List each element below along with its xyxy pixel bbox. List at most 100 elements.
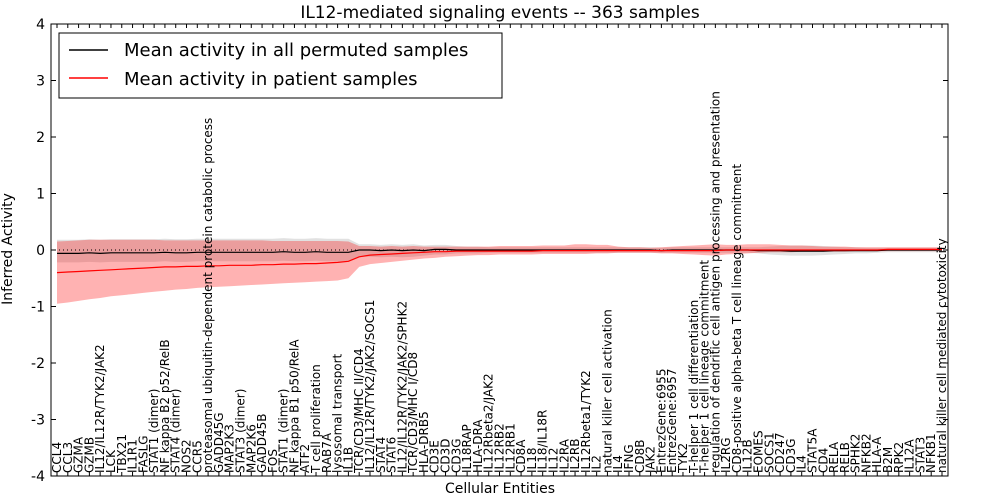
x-category-label: IL12/IL12R/TYK2/JAK2/SPHK2: [395, 301, 409, 473]
x-category-label: IL12/IL12R/TYK2/JAK2/SOCS1: [363, 300, 377, 473]
x-category-label: CD8-positive alpha-beta T cell lineage c…: [730, 164, 744, 473]
legend-label-permuted: Mean activity in all permuted samples: [124, 40, 468, 61]
y-tick-label: -1: [31, 300, 45, 316]
x-axis-labels: CCL4CCL3GZMAGZMBIL12/IL12R/TYK2/JAK2LCKT…: [50, 91, 949, 474]
x-category-label: EOMES: [752, 430, 766, 473]
x-axis-ticks: [56, 24, 943, 476]
x-category-label: NFKB2: [860, 433, 874, 473]
x-category-label: IL12Rbeta1/TYK2: [579, 370, 593, 473]
x-category-label: STAT3: [913, 437, 927, 473]
x-category-label: regulation of dendritic cell antigen pro…: [708, 91, 722, 473]
x-category-label: GADD45G: [212, 412, 226, 473]
legend-label-patient: Mean activity in patient samples: [124, 69, 418, 90]
x-category-label: STAT5A: [806, 428, 820, 473]
x-category-label: CD8B: [633, 440, 647, 474]
x-category-label: CD3G: [784, 438, 798, 473]
x-category-label: lysosomal transport: [331, 353, 345, 473]
x-category-label: HLA-A: [870, 436, 884, 473]
legend: Mean activity in all permuted samples Me…: [58, 32, 503, 99]
legend-box: [58, 32, 503, 99]
x-category-label: T-helper 1 cell differentiation: [687, 300, 701, 474]
x-category-label: GZMB: [82, 437, 96, 473]
lines-layer: [56, 248, 942, 274]
x-category-label: IL18/IL18R: [536, 410, 550, 473]
x-category-label: MAP2K6: [244, 424, 258, 473]
x-category-label: EntrezGene:6957: [665, 369, 679, 474]
x-category-label: natural killer cell activation: [600, 309, 614, 473]
x-category-label: GZMA: [72, 436, 86, 473]
x-category-label: CD3E: [428, 440, 442, 473]
x-category-label: STAT4 (dimer): [169, 389, 183, 473]
x-category-label: GADD45B: [255, 414, 269, 474]
x-category-label: STAT3 (dimer): [234, 389, 248, 473]
x-category-label: NF kappa B1 p50/RelA: [287, 339, 301, 473]
x-category-label: STAT4: [374, 437, 388, 473]
band-patient: [57, 239, 942, 304]
y-tick-label: 2: [36, 130, 45, 146]
x-category-label: EntrezGene:6955: [654, 369, 668, 474]
x-category-label: RPK2: [892, 442, 906, 473]
x-category-label: CD4: [816, 448, 830, 473]
x-category-label: T-helper 1 cell lineage commitment: [698, 260, 712, 474]
x-category-label: IL12A: [903, 439, 917, 473]
x-category-label: STAT1 (dimer): [277, 389, 291, 473]
x-category-label: IL4: [795, 455, 809, 473]
y-axis-title: Inferred Activity: [0, 193, 16, 305]
x-category-label: TCR/CD3/MHC II/CD4: [352, 348, 366, 474]
x-category-label: MAP2K3: [223, 424, 237, 473]
x-category-label: IL1R1: [126, 439, 140, 473]
x-category-label: RELA: [827, 441, 841, 473]
y-tick-label: -2: [31, 356, 45, 372]
x-category-label: STAT6: [385, 437, 399, 473]
x-category-label: FASLG: [136, 435, 150, 473]
x-category-label: IL1B: [341, 447, 355, 473]
x-category-label: IL2RA: [557, 438, 571, 473]
y-tick-label: -3: [31, 413, 45, 429]
x-category-label: ATF2: [298, 444, 312, 473]
x-category-label: CD3D: [439, 439, 453, 474]
plot-frame: [50, 23, 949, 477]
y-tick-label: 3: [36, 74, 45, 90]
x-category-label: B2M: [881, 447, 895, 473]
x-category-label: IL12: [547, 448, 561, 474]
chart-title: IL12-mediated signaling events -- 363 sa…: [300, 3, 700, 23]
x-category-label: NFKB1: [924, 433, 938, 473]
y-tick-label: -4: [31, 469, 45, 485]
x-category-label: CD8A: [514, 439, 528, 473]
x-category-label: SOCS1: [762, 432, 776, 473]
x-category-label: IL4: [611, 455, 625, 473]
x-category-label: CCL3: [61, 442, 75, 473]
series-line-permuted: [57, 248, 942, 255]
x-category-label: JAK2: [644, 446, 658, 474]
y-tick-label: 0: [36, 243, 45, 259]
x-category-label: IL12RB1: [503, 423, 517, 473]
series-line-patient: [56, 248, 942, 274]
x-category-label: LCK: [104, 449, 118, 473]
x-category-label: FOS: [266, 449, 280, 473]
x-category-label: IL18: [525, 448, 539, 474]
x-category-label: proteasomal ubiquitin-dependent protein …: [201, 118, 215, 473]
x-category-label: IFNG: [622, 444, 636, 473]
x-category-label: IL2RG: [719, 438, 733, 474]
y-tick-label: 4: [36, 17, 45, 33]
x-category-label: IL2: [590, 455, 604, 473]
x-category-label: IL12/IL12R/TYK2/JAK2: [93, 344, 107, 473]
x-category-label: IL12B: [741, 439, 755, 473]
y-axis-ticks: -4 -3 -2 -1 0 1 2 3 4: [31, 17, 948, 485]
x-category-label: TCR/CD3/MHC I/CD8: [406, 352, 420, 474]
x-category-label: RAB7A: [320, 432, 334, 473]
x-category-label: SPHK2: [849, 434, 863, 473]
x-category-label: NF kappa B2 p52/RelB: [158, 339, 172, 473]
x-category-label: IL2RB: [568, 439, 582, 473]
x-category-label: HLA-DRA: [471, 419, 485, 473]
x-category-label: RELB: [838, 442, 852, 473]
x-category-label: TBX21: [115, 434, 129, 474]
y-tick-label: 1: [36, 187, 45, 203]
x-axis-title: Cellular Entities: [445, 481, 555, 497]
x-category-label: CCR5: [190, 440, 204, 473]
x-category-label: CCL4: [50, 442, 64, 473]
x-category-label: CD3G: [449, 438, 463, 473]
x-category-label: natural killer cell mediated cytotoxicit…: [935, 238, 949, 473]
x-category-label: CD247: [773, 432, 787, 473]
x-category-label: STAT1 (dimer): [147, 389, 161, 473]
